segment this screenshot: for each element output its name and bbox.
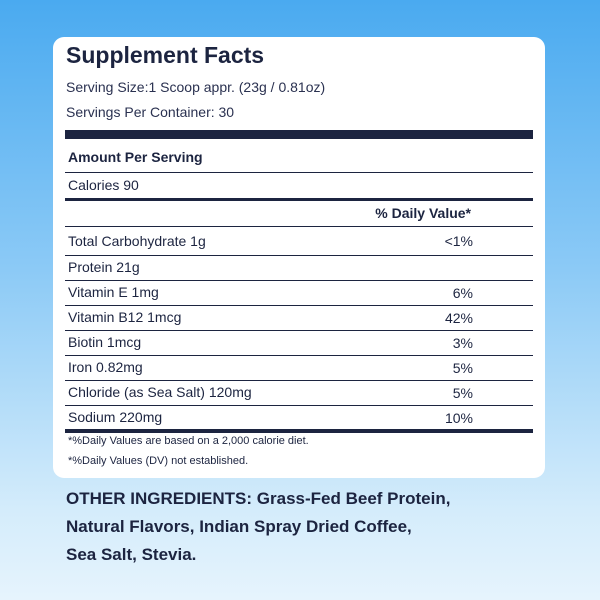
divider <box>65 226 533 227</box>
divider <box>65 405 533 406</box>
nutrient-dv: 5% <box>452 360 473 376</box>
thick-divider <box>65 130 533 139</box>
nutrient-label: Sodium 220mg <box>68 409 163 425</box>
nutrient-dv: 5% <box>452 385 473 401</box>
divider <box>65 380 533 381</box>
nutrient-label: Total Carbohydrate 1g <box>68 233 206 249</box>
divider <box>65 255 533 256</box>
nutrient-label: Vitamin B12 1mcg <box>68 309 182 325</box>
panel-title: Supplement Facts <box>66 42 265 68</box>
daily-value-header: % Daily Value* <box>375 205 471 221</box>
footnote: *%Daily Values are based on a 2,000 calo… <box>68 435 309 447</box>
other-ingredients-line: Natural Flavors, Indian Spray Dried Coff… <box>66 517 412 536</box>
other-ingredients-line: Sea Salt, Stevia. <box>66 545 197 564</box>
supplement-facts-panel: Supplement Facts Serving Size:1 Scoop ap… <box>53 37 545 478</box>
nutrient-label: Iron 0.82mg <box>68 359 143 375</box>
serving-size: Serving Size:1 Scoop appr. (23g / 0.81oz… <box>66 79 326 95</box>
divider <box>65 198 533 201</box>
nutrient-label: Biotin 1mcg <box>68 334 142 350</box>
nutrient-dv: 6% <box>452 285 473 301</box>
nutrient-label: Protein 21g <box>68 259 140 275</box>
amount-per-serving-heading: Amount Per Serving <box>68 149 203 165</box>
nutrient-dv: 3% <box>452 335 473 351</box>
other-ingredients: OTHER INGREDIENTS: Grass-Fed Beef Protei… <box>66 485 566 569</box>
divider <box>65 280 533 281</box>
footnote: *%Daily Values (DV) not established. <box>68 455 249 467</box>
thick-divider <box>65 429 533 433</box>
calories: Calories 90 <box>68 177 139 193</box>
divider <box>65 305 533 306</box>
servings-per-container: Servings Per Container: 30 <box>66 104 235 120</box>
divider <box>65 355 533 356</box>
nutrient-label: Chloride (as Sea Salt) 120mg <box>68 384 252 400</box>
nutrient-dv: 10% <box>444 410 473 426</box>
divider <box>65 172 533 173</box>
nutrient-label: Vitamin E 1mg <box>68 284 159 300</box>
nutrient-dv: <1% <box>444 233 473 249</box>
divider <box>65 330 533 331</box>
nutrient-dv: 42% <box>444 310 473 326</box>
other-ingredients-line: OTHER INGREDIENTS: Grass-Fed Beef Protei… <box>66 489 451 508</box>
